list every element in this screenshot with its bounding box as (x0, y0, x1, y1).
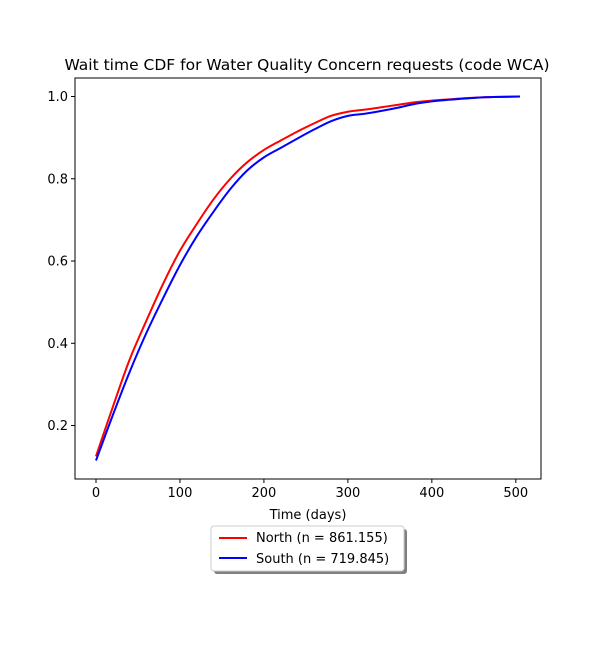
plot-frame (74, 77, 542, 480)
plot-lines (95, 95, 521, 461)
legend-label-north: North (n = 861.155) (256, 531, 388, 546)
y-tick-label: 0.2 (47, 419, 68, 434)
series-line-north (95, 95, 521, 457)
x-axis-label: Time (days) (269, 508, 347, 523)
y-tick-label: 0.6 (47, 255, 68, 270)
x-tick-label: 400 (419, 486, 444, 501)
legend: North (n = 861.155) South (n = 719.845) (210, 525, 407, 574)
legend-label-south: South (n = 719.845) (256, 552, 389, 567)
y-tick-label: 0.4 (47, 337, 68, 352)
x-tick-label: 100 (168, 486, 193, 501)
series-line-south (95, 95, 521, 461)
legend-box (210, 525, 405, 572)
y-tick-label: 1.0 (47, 90, 68, 105)
x-axis-ticks: 0 100 200 300 400 500 (92, 479, 528, 501)
y-tick-label: 0.8 (47, 172, 68, 187)
chart-title: Wait time CDF for Water Quality Concern … (64, 56, 549, 74)
y-axis-ticks: 0.2 0.4 0.6 0.8 1.0 (47, 90, 75, 434)
x-tick-label: 200 (252, 486, 277, 501)
x-tick-label: 300 (335, 486, 360, 501)
x-tick-label: 0 (92, 486, 100, 501)
x-tick-label: 500 (503, 486, 528, 501)
